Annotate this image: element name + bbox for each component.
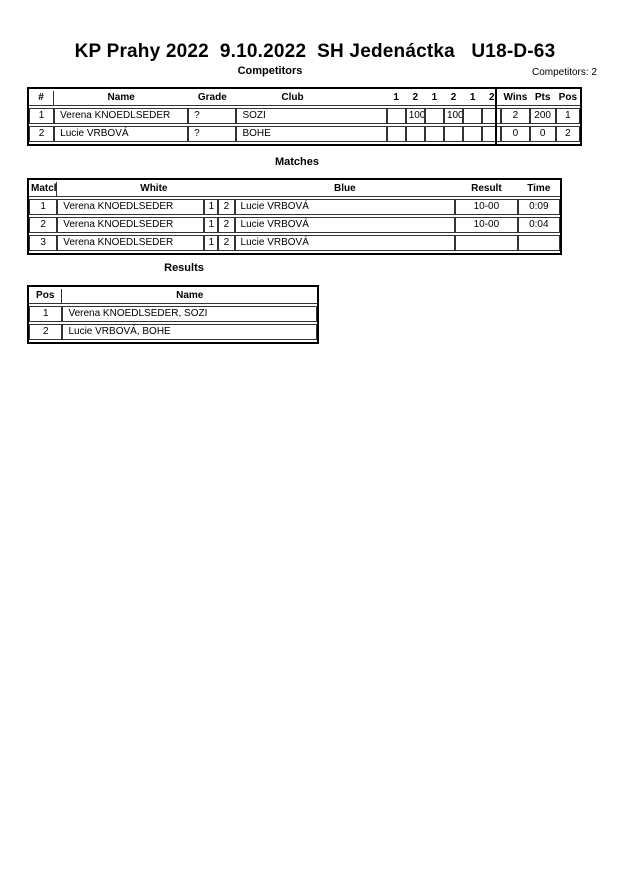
col-header-score: 1 bbox=[386, 91, 406, 106]
competitor-number: 1 bbox=[29, 108, 55, 124]
match-row: 2 Verena KNOEDLSEDER 1 2 Lucie VRBOVÁ 10… bbox=[29, 217, 560, 233]
matches-table-grid: Match White Blue Result Time 1 Verena KN… bbox=[29, 180, 560, 253]
competitor-name: Lucie VRBOVÁ bbox=[54, 126, 189, 142]
score-cell bbox=[463, 108, 483, 124]
score-cell bbox=[463, 126, 483, 142]
pts-cell: 0 bbox=[529, 126, 556, 142]
white-seed-cell: 1 bbox=[204, 235, 219, 251]
match-row: 3 Verena KNOEDLSEDER 1 2 Lucie VRBOVÁ bbox=[29, 235, 560, 251]
competitors-table: # Name Grade Club 1 2 1 2 1 2 Wins Pts P… bbox=[27, 87, 582, 146]
pts-cell: 200 bbox=[529, 108, 556, 124]
blue-player-name: Lucie VRBOVÁ bbox=[234, 235, 456, 251]
competitor-grade: ? bbox=[188, 126, 237, 142]
match-number: 2 bbox=[29, 217, 58, 233]
results-heading: Results bbox=[164, 262, 204, 274]
wins-cell: 2 bbox=[501, 108, 530, 124]
pos-cell: 1 bbox=[555, 108, 580, 124]
results-header-row: Pos Name bbox=[29, 289, 317, 304]
wins-section-divider bbox=[495, 89, 497, 144]
score-cell: 100 bbox=[443, 108, 464, 124]
score-cell bbox=[482, 108, 502, 124]
match-number: 1 bbox=[29, 199, 58, 215]
pos-cell: 2 bbox=[555, 126, 580, 142]
competitor-name: Verena KNOEDLSEDER bbox=[54, 108, 189, 124]
blue-player-name: Lucie VRBOVÁ bbox=[234, 217, 456, 233]
results-table: Pos Name 1 Verena KNOEDLSEDER, SOZI 2 Lu… bbox=[27, 285, 319, 344]
white-player-name: Verena KNOEDLSEDER bbox=[57, 217, 205, 233]
match-time bbox=[517, 235, 560, 251]
competitors-header-row: # Name Grade Club 1 2 1 2 1 2 Wins Pts P… bbox=[29, 91, 580, 106]
score-cell bbox=[386, 126, 406, 142]
matches-header-row: Match White Blue Result Time bbox=[29, 182, 560, 197]
col-header-score: 2 bbox=[405, 91, 425, 106]
result-row: 2 Lucie VRBOVÁ, BOHE bbox=[29, 324, 317, 340]
match-row: 1 Verena KNOEDLSEDER 1 2 Lucie VRBOVÁ 10… bbox=[29, 199, 560, 215]
wins-cell: 0 bbox=[501, 126, 530, 142]
blue-seed-cell: 2 bbox=[218, 199, 235, 215]
match-result bbox=[455, 235, 518, 251]
result-name: Lucie VRBOVÁ, BOHE bbox=[62, 324, 317, 340]
col-header-wins: Wins bbox=[501, 91, 530, 106]
competitor-club: BOHE bbox=[236, 126, 387, 142]
match-number: 3 bbox=[29, 235, 58, 251]
competitor-number: 2 bbox=[29, 126, 55, 142]
col-header-blue: Blue bbox=[234, 182, 456, 197]
white-seed-cell: 1 bbox=[204, 217, 219, 233]
col-header-score: 1 bbox=[424, 91, 444, 106]
match-result: 10-00 bbox=[455, 199, 518, 215]
blue-seed-cell: 2 bbox=[218, 235, 235, 251]
col-header-pos: Pos bbox=[555, 91, 580, 106]
white-seed-cell: 1 bbox=[204, 199, 219, 215]
competitor-row: 2 Lucie VRBOVÁ ? BOHE 0 0 2 bbox=[29, 126, 580, 142]
col-header-number: # bbox=[29, 91, 55, 106]
col-header-score: 1 bbox=[463, 91, 483, 106]
page-title: KP Prahy 2022 9.10.2022 SH Jedenáctka U1… bbox=[74, 41, 556, 62]
result-pos: 1 bbox=[29, 306, 63, 322]
score-cell bbox=[405, 126, 425, 142]
col-header-pos: Pos bbox=[29, 289, 63, 304]
white-player-name: Verena KNOEDLSEDER bbox=[57, 235, 205, 251]
col-header-match: Match bbox=[29, 182, 58, 197]
col-header-name: Name bbox=[54, 91, 189, 106]
col-header-score: 2 bbox=[443, 91, 464, 106]
competitor-club: SOZI bbox=[236, 108, 387, 124]
score-cell bbox=[424, 108, 444, 124]
competitor-grade: ? bbox=[188, 108, 237, 124]
results-table-grid: Pos Name 1 Verena KNOEDLSEDER, SOZI 2 Lu… bbox=[29, 287, 317, 342]
matches-heading: Matches bbox=[274, 156, 320, 168]
result-row: 1 Verena KNOEDLSEDER, SOZI bbox=[29, 306, 317, 322]
score-cell bbox=[424, 126, 444, 142]
col-header-time: Time bbox=[517, 182, 560, 197]
matches-table: Match White Blue Result Time 1 Verena KN… bbox=[27, 178, 562, 255]
result-name: Verena KNOEDLSEDER, SOZI bbox=[62, 306, 317, 322]
match-result: 10-00 bbox=[455, 217, 518, 233]
competitor-row: 1 Verena KNOEDLSEDER ? SOZI 100 100 2 20… bbox=[29, 108, 580, 124]
match-time: 0:04 bbox=[517, 217, 560, 233]
col-header-pts: Pts bbox=[529, 91, 556, 106]
col-header-grade: Grade bbox=[188, 91, 237, 106]
col-header-club: Club bbox=[236, 91, 387, 106]
score-cell bbox=[443, 126, 464, 142]
col-header-white: White bbox=[57, 182, 235, 197]
blue-player-name: Lucie VRBOVÁ bbox=[234, 199, 456, 215]
blue-seed-cell: 2 bbox=[218, 217, 235, 233]
col-header-score: 2 bbox=[482, 91, 502, 106]
score-cell bbox=[482, 126, 502, 142]
match-time: 0:09 bbox=[517, 199, 560, 215]
competitors-count: Competitors: 2 bbox=[531, 67, 597, 78]
col-header-name: Name bbox=[62, 289, 317, 304]
col-header-result: Result bbox=[455, 182, 518, 197]
competitors-heading: Competitors bbox=[237, 65, 303, 77]
score-cell bbox=[386, 108, 406, 124]
competitors-table-grid: # Name Grade Club 1 2 1 2 1 2 Wins Pts P… bbox=[29, 89, 580, 144]
score-cell: 100 bbox=[405, 108, 425, 124]
result-pos: 2 bbox=[29, 324, 63, 340]
white-player-name: Verena KNOEDLSEDER bbox=[57, 199, 205, 215]
